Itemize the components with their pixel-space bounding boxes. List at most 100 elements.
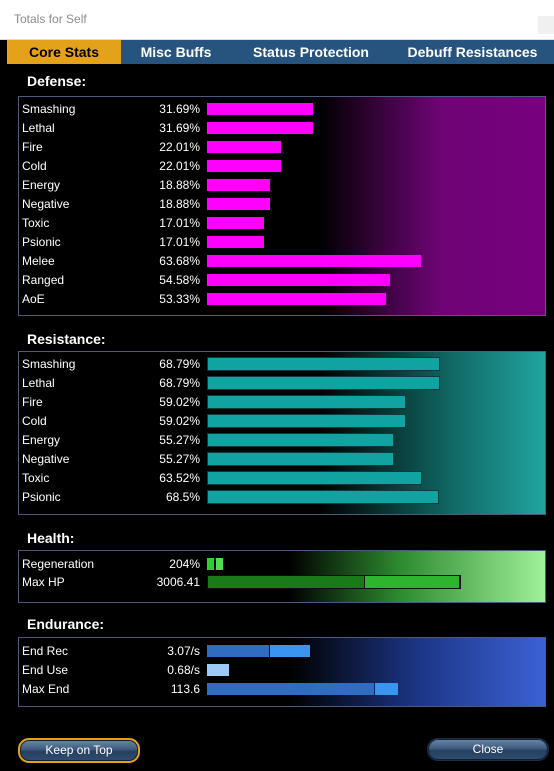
resistance-title: Resistance: [27, 331, 106, 347]
defense-row: Melee 63.68% [19, 252, 545, 270]
tab-debuff-resistances[interactable]: Debuff Resistances [407, 44, 538, 60]
resistance-row-value: 63.52% [159, 471, 200, 485]
tab-misc-buffs[interactable]: Misc Buffs [140, 44, 212, 60]
defense-row-label: Cold [22, 159, 47, 173]
resistance-row: Smashing 68.79% [19, 355, 545, 373]
resistance-row: Lethal 68.79% [19, 374, 545, 392]
resistance-row: Psionic 68.5% [19, 488, 545, 506]
defense-row-bar [207, 255, 421, 267]
tab-status-protection[interactable]: Status Protection [253, 44, 369, 60]
defense-row-value: 53.33% [159, 292, 200, 306]
defense-row-bar [207, 141, 281, 153]
health-panel: Regeneration 204% Max HP 3006.41 [18, 550, 546, 603]
end-rec-row: End Rec 3.07/s [19, 642, 545, 660]
defense-row-bar [207, 179, 270, 191]
keep-on-top-button[interactable]: Keep on Top [18, 738, 140, 763]
resistance-row-label: Lethal [22, 376, 55, 390]
defense-row: Energy 18.88% [19, 176, 545, 194]
resistance-row-bar [207, 376, 440, 390]
end-use-value: 0.68/s [167, 663, 200, 677]
resistance-row-value: 55.27% [159, 452, 200, 466]
resistance-row-label: Smashing [22, 357, 76, 371]
end-use-label: End Use [22, 663, 69, 677]
defense-row-bar [207, 103, 313, 115]
close-button[interactable]: Close [427, 738, 549, 761]
resistance-row-label: Cold [22, 414, 47, 428]
defense-row-label: Psionic [22, 235, 61, 249]
end-use-bar [207, 664, 229, 676]
defense-row-bar [207, 236, 264, 248]
defense-row: Ranged 54.58% [19, 271, 545, 289]
max-end-bar-base [207, 683, 374, 695]
defense-row-value: 31.69% [159, 121, 200, 135]
defense-row-value: 22.01% [159, 140, 200, 154]
max-end-bar-bonus [375, 683, 398, 695]
tab-bar: Core Stats Misc Buffs Status Protection … [7, 40, 554, 64]
max-hp-bar-bonus [365, 576, 459, 588]
endurance-panel: End Rec 3.07/s End Use 0.68/s Max End 11… [18, 637, 546, 707]
max-end-label: Max End [22, 682, 70, 696]
resistance-row-bar [207, 433, 394, 447]
resistance-row-bar [207, 452, 394, 466]
defense-row-bar [207, 293, 386, 305]
max-end-value: 113.6 [170, 682, 200, 696]
window-close-icon[interactable] [538, 16, 554, 34]
defense-row: Cold 22.01% [19, 157, 545, 175]
end-rec-bar-base [207, 645, 269, 657]
resistance-row-value: 68.79% [159, 357, 200, 371]
resistance-row-label: Psionic [22, 490, 61, 504]
defense-row: Toxic 17.01% [19, 214, 545, 232]
defense-row-value: 54.58% [159, 273, 200, 287]
regeneration-label: Regeneration [22, 557, 95, 571]
max-hp-row: Max HP 3006.41 [19, 573, 545, 591]
end-rec-value: 3.07/s [167, 644, 200, 658]
defense-row-label: Energy [22, 178, 61, 192]
max-hp-label: Max HP [22, 575, 65, 589]
resistance-row-value: 68.79% [159, 376, 200, 390]
resistance-row-label: Energy [22, 433, 61, 447]
endurance-title: Endurance: [27, 616, 105, 632]
defense-row-bar [207, 160, 281, 172]
resistance-panel: Smashing 68.79% Lethal 68.79% Fire 59.02% Cold… [18, 351, 546, 515]
title-bar: Totals for Self [0, 0, 554, 40]
resistance-row-label: Toxic [22, 471, 50, 485]
resistance-row-bar [207, 395, 406, 409]
resistance-row-bar [207, 471, 422, 485]
regeneration-value: 204% [169, 557, 200, 571]
max-hp-value: 3006.41 [156, 575, 200, 589]
defense-row-label: Toxic [22, 216, 50, 230]
resistance-row-bar [207, 414, 406, 428]
resistance-row-value: 55.27% [159, 433, 200, 447]
regeneration-bar-base [207, 558, 214, 570]
defense-row-label: AoE [22, 292, 45, 306]
resistance-row: Toxic 63.52% [19, 469, 545, 487]
max-end-row: Max End 113.6 [19, 680, 545, 698]
regeneration-row: Regeneration 204% [19, 555, 545, 573]
resistance-row-value: 68.5% [165, 490, 200, 504]
defense-title: Defense: [27, 73, 87, 89]
resistance-row: Fire 59.02% [19, 393, 545, 411]
defense-row: Negative 18.88% [19, 195, 545, 213]
defense-panel: Smashing 31.69% Lethal 31.69% Fire 22.01% Cold… [18, 96, 546, 316]
defense-row: Psionic 17.01% [19, 233, 545, 251]
defense-row-value: 22.01% [159, 159, 200, 173]
defense-row-label: Negative [22, 197, 70, 211]
resistance-row-value: 59.02% [159, 414, 200, 428]
tab-core-stats[interactable]: Core Stats [7, 40, 121, 64]
resistance-row: Energy 55.27% [19, 431, 545, 449]
defense-row-bar [207, 122, 313, 134]
resistance-row-bar [207, 490, 439, 504]
end-use-row: End Use 0.68/s [19, 661, 545, 679]
regeneration-bar-bonus [216, 558, 223, 570]
defense-row-label: Lethal [22, 121, 55, 135]
window-title: Totals for Self [14, 12, 87, 26]
defense-row-label: Fire [22, 140, 43, 154]
defense-row-value: 31.69% [159, 102, 200, 116]
max-hp-bar-base [208, 576, 364, 588]
resistance-row-label: Fire [22, 395, 43, 409]
defense-row-bar [207, 217, 264, 229]
defense-row-value: 18.88% [159, 197, 200, 211]
resistance-row: Cold 59.02% [19, 412, 545, 430]
end-rec-label: End Rec [22, 644, 69, 658]
defense-row-label: Melee [22, 254, 55, 268]
